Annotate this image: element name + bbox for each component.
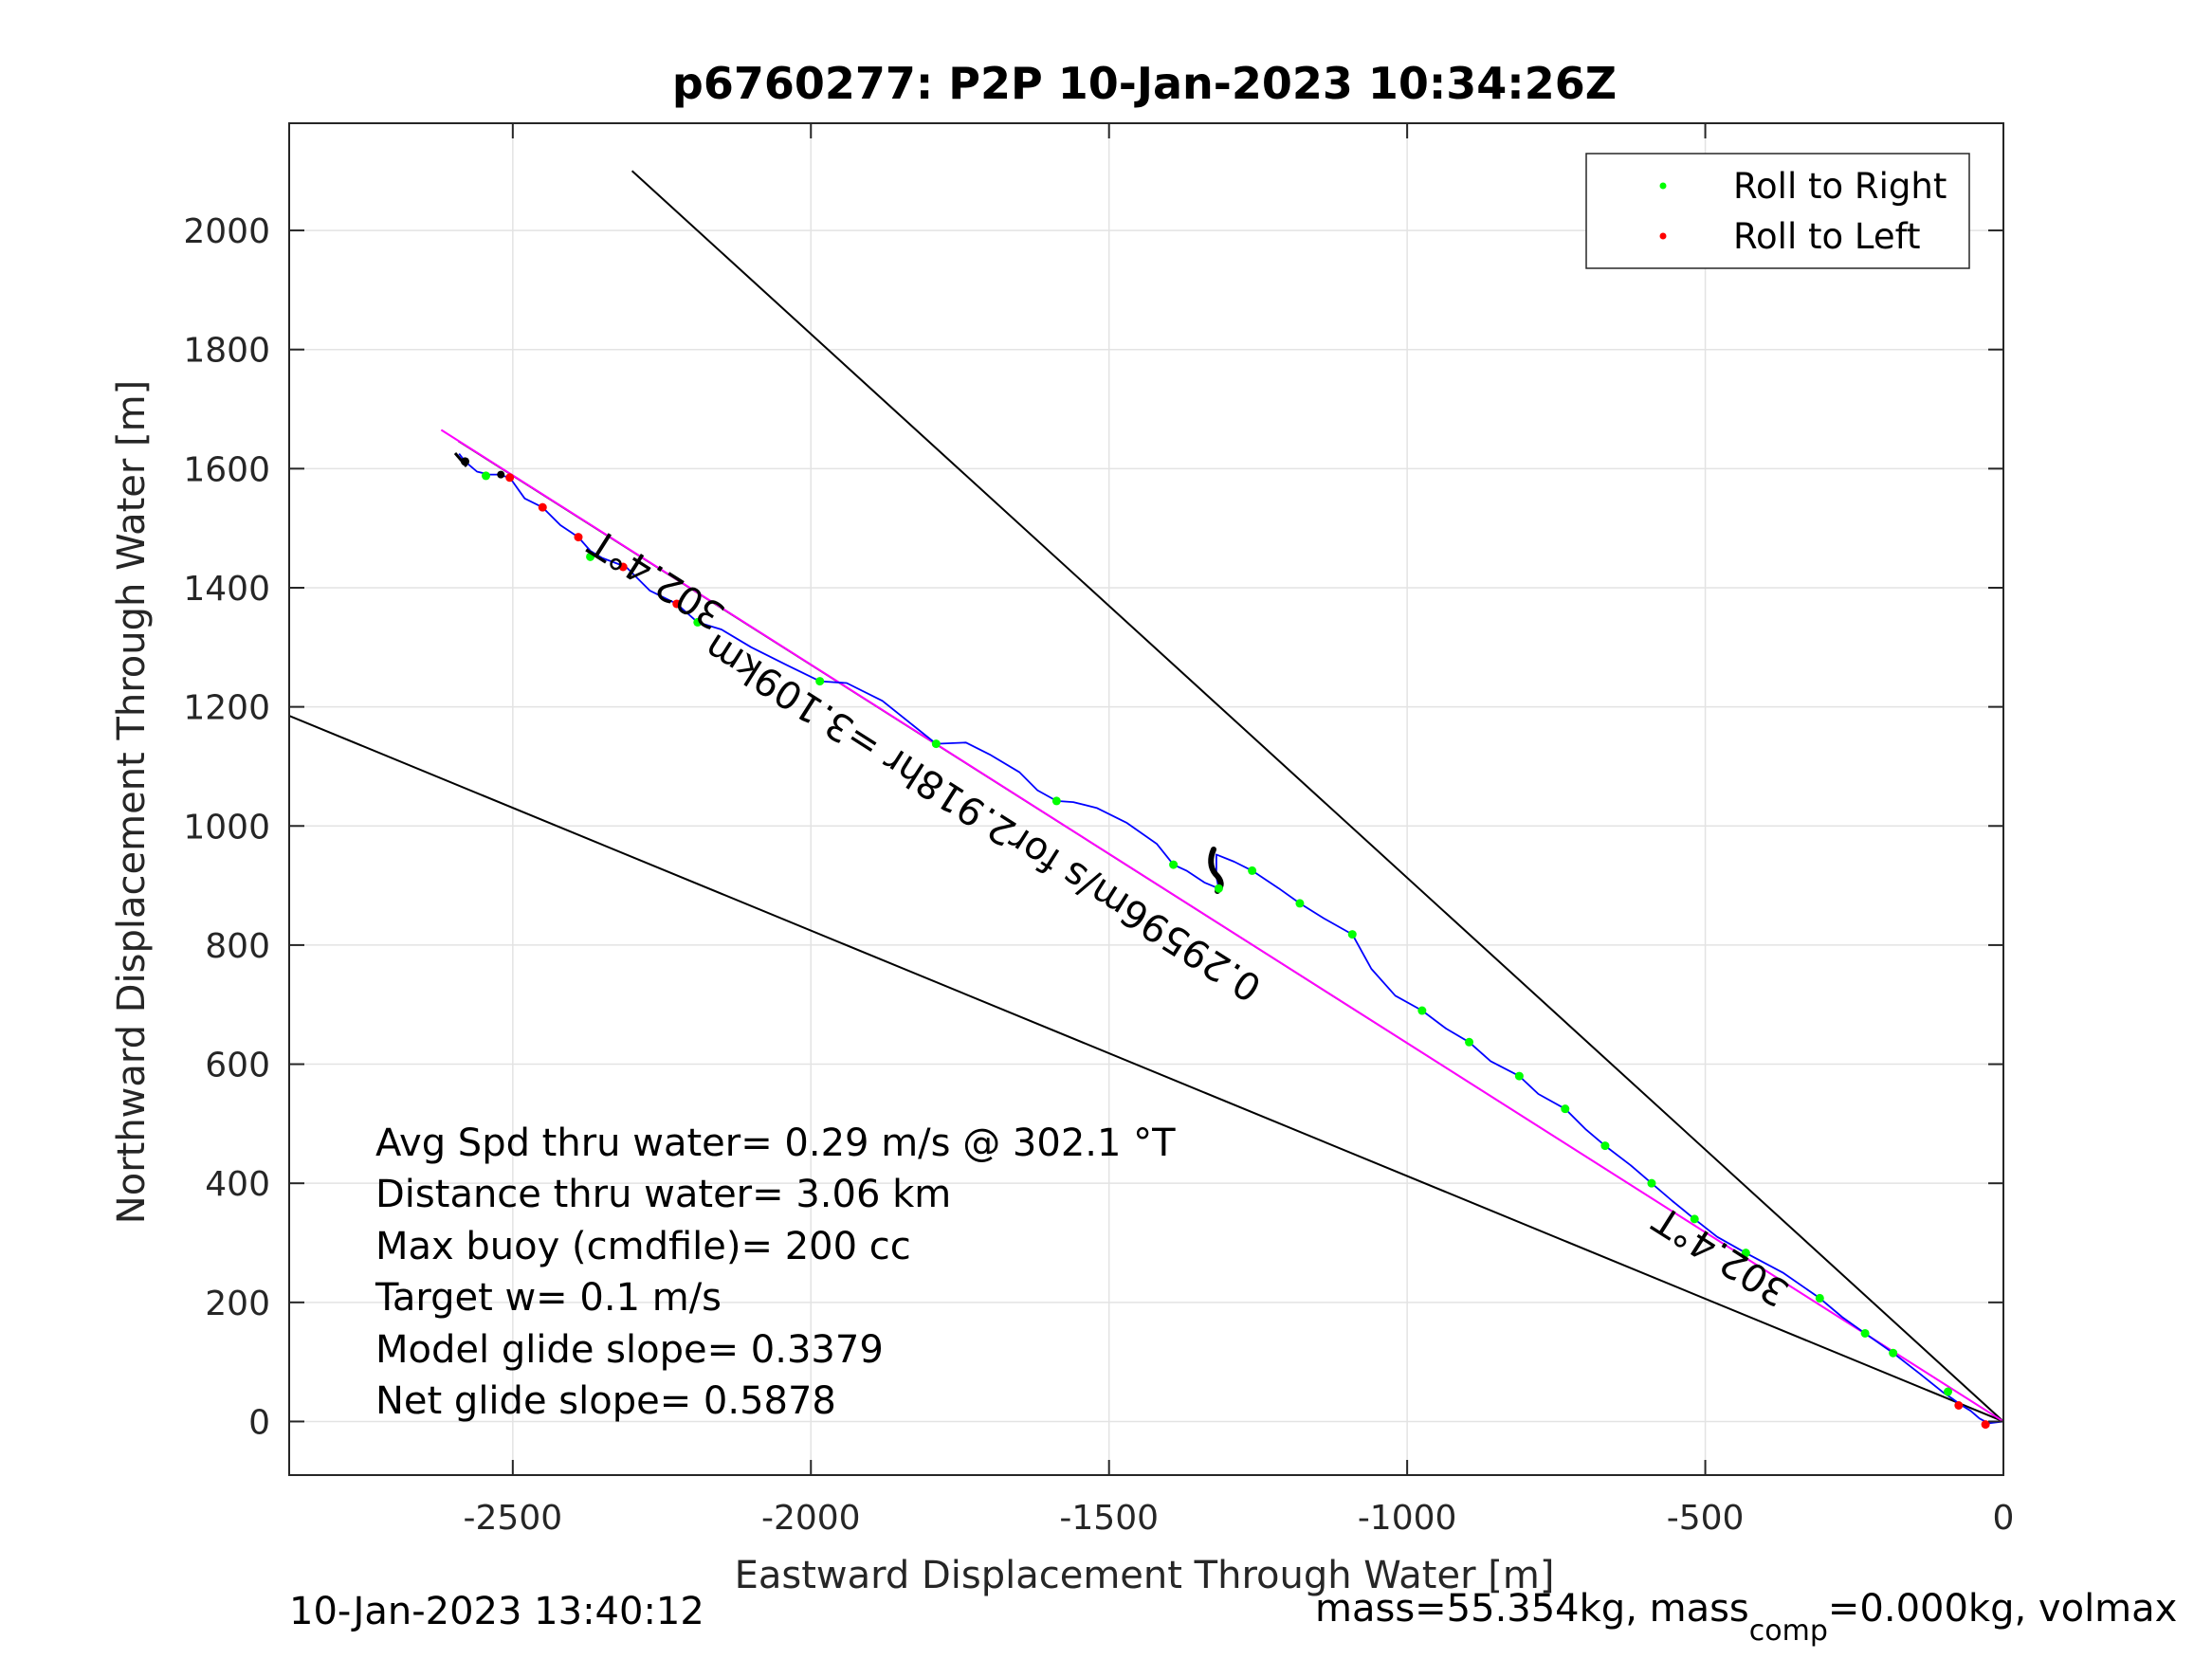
roll-right-point [1347,930,1357,939]
footer-mass-post: =0.000kg, volmax [1828,1587,2177,1631]
legend-box [1585,153,1970,269]
ticks [289,123,2004,1475]
roll-right-point [1815,1293,1824,1303]
roll-left-point [672,599,682,609]
legend: Roll to Right Roll to Left [1585,153,1970,269]
x-tick-label: -500 [1667,1499,1745,1538]
y-tick-label: 200 [205,1285,270,1323]
roll-right-point [693,617,703,627]
roll-right-point [1465,1037,1474,1047]
info-line: Max buoy (cmdfile)= 200 cc [375,1225,911,1268]
footer-timestamp: 10-Jan-2023 13:40:12 [289,1590,704,1633]
roll-right-point [1248,866,1257,875]
roll-right-point [1514,1071,1524,1081]
info-text: Avg Spd thru water= 0.29 m/s @ 302.1 °T … [375,1121,1176,1423]
grid [289,123,2004,1475]
roll-right-point [1561,1104,1570,1114]
y-tick-label: 1800 [183,332,270,371]
x-tick-label: -1500 [1059,1499,1159,1538]
start-point [497,470,505,479]
footer-mass: mass=55.354kg, masscomp=0.000kg, volmax [1315,1587,2177,1648]
y-tick-label: 1200 [183,689,270,728]
x-tick-label: -1000 [1358,1499,1457,1538]
roll-right-point [1690,1214,1699,1224]
cone-line [288,715,2004,1423]
y-tick-label: 1600 [183,450,270,489]
start-point [461,457,470,466]
roll-right-point [1647,1178,1656,1188]
tick-labels: -2500 -2000 -1500 -1000 -500 0 0 200 400 600 800 10… [183,212,2014,1538]
roll-left-point [574,533,583,542]
roll-right-point [815,677,825,686]
roll-right-point [1295,899,1305,908]
roll-right-point [1169,860,1179,869]
y-tick-label: 800 [205,927,270,966]
x-tick-label: -2500 [464,1499,563,1538]
roll-left-point [1981,1420,1990,1430]
heading-line [440,428,2004,1423]
roll-right-point [1417,1006,1427,1015]
roll-right-point [1051,796,1061,806]
roll-left-point [505,473,515,483]
roll-right-point [1860,1328,1870,1338]
roll-right-point [1214,884,1223,893]
info-line: Distance thru water= 3.06 km [375,1173,951,1216]
legend-label-right: Roll to Right [1733,166,1947,207]
heading-line-magenta [440,428,2004,1423]
legend-marker-left [1659,232,1667,240]
cone-lines [288,170,2004,1423]
y-tick-label: 1400 [183,570,270,609]
roll-left-point [538,502,547,512]
x-tick-label: -2000 [761,1499,861,1538]
y-tick-label: 0 [248,1403,270,1442]
y-tick-label: 1000 [183,808,270,847]
cone-line [631,170,2004,1423]
chart-title: p6760277: P2P 10-Jan-2023 10:34:26Z [672,58,1617,109]
roll-right-point [1889,1348,1898,1358]
x-tick-label: 0 [1993,1499,2015,1538]
roll-right-point [1741,1249,1750,1258]
y-tick-label: 600 [205,1047,270,1085]
info-line: Target w= 0.1 m/s [375,1276,722,1320]
roll-markers [461,457,1990,1430]
axes-box [288,122,2004,1476]
footer-mass-sub: comp [1749,1614,1828,1648]
info-line: Net glide slope= 0.5878 [375,1379,836,1423]
legend-label-left: Roll to Left [1733,216,1921,257]
y-tick-label: 2000 [183,212,270,251]
roll-left-point [1954,1401,1964,1411]
footer-mass-pre: mass=55.354kg, mass [1315,1587,1749,1631]
roll-left-point [618,562,628,572]
roll-right-point [1600,1141,1610,1151]
legend-marker-right [1659,182,1667,190]
roll-right-point [482,471,491,481]
roll-right-point [931,739,941,749]
roll-right-point [586,552,595,561]
y-tick-label: 400 [205,1165,270,1204]
info-line: Model glide slope= 0.3379 [375,1328,884,1372]
x-axis-label: Eastward Displacement Through Water [m] [735,1554,1555,1597]
y-axis-label: Northward Displacement Through Water [m] [110,380,154,1224]
info-line: Avg Spd thru water= 0.29 m/s @ 302.1 °T [375,1121,1176,1165]
roll-right-point [1944,1387,1953,1396]
